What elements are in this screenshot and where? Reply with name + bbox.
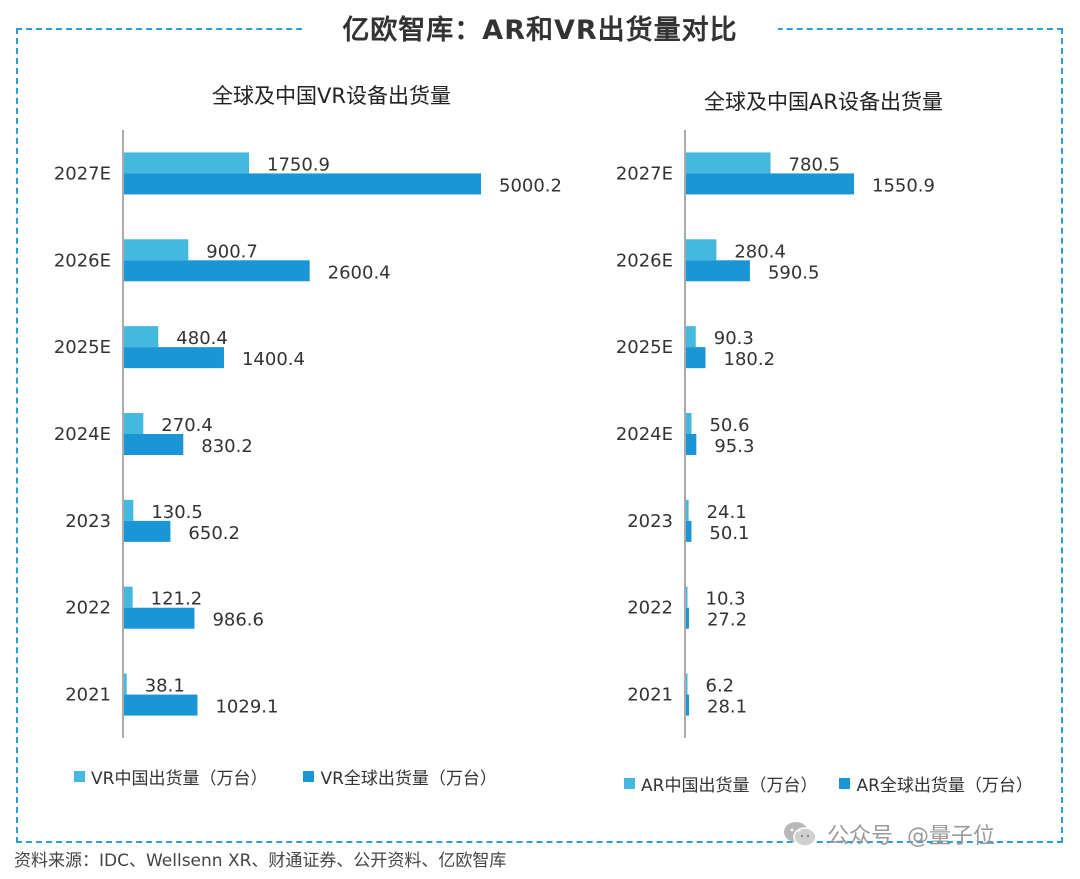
vr-tick-label: 2024E: [54, 424, 111, 445]
vr-legend-china-swatch: [74, 771, 85, 782]
main-title-text: 亿欧智库：AR和VR出货量对比: [302, 15, 778, 46]
ar-legend: AR中国出货量（万台） AR全球出货量（万台）: [624, 771, 1033, 796]
vr-bar-china: [124, 413, 144, 434]
vr-tick-label: 2022: [65, 598, 111, 619]
vr-tick-label: 2023: [65, 511, 111, 532]
vr-data-label: 1400.4: [242, 349, 305, 370]
ar-data-label: 6.2: [706, 676, 735, 697]
ar-bar-china: [686, 152, 771, 174]
ar-chart-title: 全球及中国AR设备出货量: [704, 90, 943, 114]
ar-tick-label: 2024E: [616, 424, 673, 445]
vr-tick-label: 2027E: [54, 163, 111, 184]
main-title: 亿欧智库：AR和VR出货量对比: [0, 8, 1080, 47]
vr-legend-global-swatch: [303, 771, 315, 782]
ar-bar-china: [686, 673, 688, 695]
vr-bar-china: [124, 586, 133, 608]
ar-data-label: 1550.9: [872, 175, 935, 196]
vr-bar-global: [124, 607, 195, 629]
ar-data-label: 50.1: [709, 523, 749, 544]
wechat-icon: [784, 822, 817, 847]
ar-bar-china: [686, 499, 689, 521]
vr-bar-china: [124, 673, 127, 695]
vr-data-label: 650.2: [188, 523, 240, 544]
vr-bar-global: [124, 434, 184, 455]
vr-data-label: 5000.2: [499, 175, 562, 196]
ar-bar-china: [686, 586, 688, 608]
vr-data-label: 1750.9: [267, 154, 330, 175]
vr-bar-global: [124, 694, 198, 716]
ar-data-label: 280.4: [734, 241, 786, 262]
ar-bar-china: [686, 239, 717, 261]
vr-bar-china: [124, 499, 134, 521]
ar-tick-label: 2021: [627, 685, 673, 706]
ar-data-label: 24.1: [707, 502, 747, 523]
ar-tick-label: 2022: [627, 598, 673, 619]
ar-data-label: 50.6: [709, 415, 749, 436]
source-note: 资料来源：IDC、Wellsenn XR、财通证券、公开资料、亿欧智库: [14, 851, 507, 871]
vr-legend-china-label: VR中国出货量（万台）: [91, 769, 268, 789]
ar-legend-china-swatch: [624, 778, 635, 789]
ar-bar-global: [686, 434, 697, 455]
ar-bar-global: [686, 607, 689, 629]
watermark-platform: 公众号: [827, 824, 894, 849]
ar-bar-china: [686, 413, 692, 434]
ar-bar-global: [686, 260, 750, 282]
vr-legend-global: VR全球出货量（万台）: [303, 764, 497, 789]
vr-data-label: 1029.1: [215, 697, 278, 718]
ar-legend-global-swatch: [839, 778, 851, 789]
ar-bar-global: [686, 347, 706, 369]
ar-tick-label: 2026E: [616, 250, 673, 271]
vr-data-label: 270.4: [161, 415, 213, 436]
vr-bar-china: [124, 152, 250, 174]
ar-tick-label: 2025E: [616, 337, 673, 358]
ar-bar-global: [686, 173, 854, 195]
ar-legend-global-label: AR全球出货量（万台）: [856, 776, 1033, 796]
ar-legend-china: AR中国出货量（万台）: [624, 771, 817, 796]
vr-legend-global-label: VR全球出货量（万台）: [320, 769, 497, 789]
vr-bar-global: [124, 520, 171, 542]
vr-bar-china: [124, 239, 189, 261]
ar-tick-label: 2023: [627, 511, 673, 532]
ar-data-label: 590.5: [768, 262, 820, 283]
vr-tick-label: 2025E: [54, 337, 111, 358]
ar-data-label: 28.1: [707, 697, 747, 718]
ar-legend-china-label: AR中国出货量（万台）: [641, 776, 818, 796]
ar-data-label: 90.3: [714, 328, 754, 349]
ar-bar-china: [686, 326, 696, 348]
vr-bar-global: [124, 347, 224, 369]
vr-tick-label: 2021: [65, 685, 111, 706]
vr-tick-label: 2026E: [54, 250, 111, 271]
vr-bar-global: [124, 173, 481, 195]
vr-bar-china: [124, 326, 159, 348]
vr-data-label: 480.4: [176, 328, 228, 349]
ar-bar-global: [686, 694, 690, 716]
vr-chart-title: 全球及中国VR设备出货量: [212, 84, 451, 108]
ar-data-label: 180.2: [724, 349, 776, 370]
watermark: 公众号 @量子位: [783, 818, 995, 850]
ar-data-label: 27.2: [707, 610, 747, 631]
vr-data-label: 121.2: [151, 589, 203, 610]
vr-bar-global: [124, 260, 310, 282]
ar-data-label: 95.3: [714, 436, 754, 457]
ar-bar-global: [686, 520, 692, 542]
ar-data-label: 780.5: [789, 154, 841, 175]
vr-data-label: 900.7: [206, 241, 258, 262]
vr-data-label: 38.1: [145, 676, 185, 697]
ar-tick-label: 2027E: [616, 163, 673, 184]
watermark-handle: @量子位: [907, 824, 996, 849]
vr-legend: VR中国出货量（万台） VR全球出货量（万台）: [74, 764, 533, 789]
ar-legend-global: AR全球出货量（万台）: [839, 771, 1033, 796]
vr-data-label: 2600.4: [328, 262, 391, 283]
vr-legend-china: VR中国出货量（万台）: [74, 764, 267, 789]
vr-data-label: 130.5: [151, 502, 203, 523]
vr-data-label: 830.2: [201, 436, 253, 457]
vr-data-label: 986.6: [212, 610, 264, 631]
ar-data-label: 10.3: [706, 589, 746, 610]
